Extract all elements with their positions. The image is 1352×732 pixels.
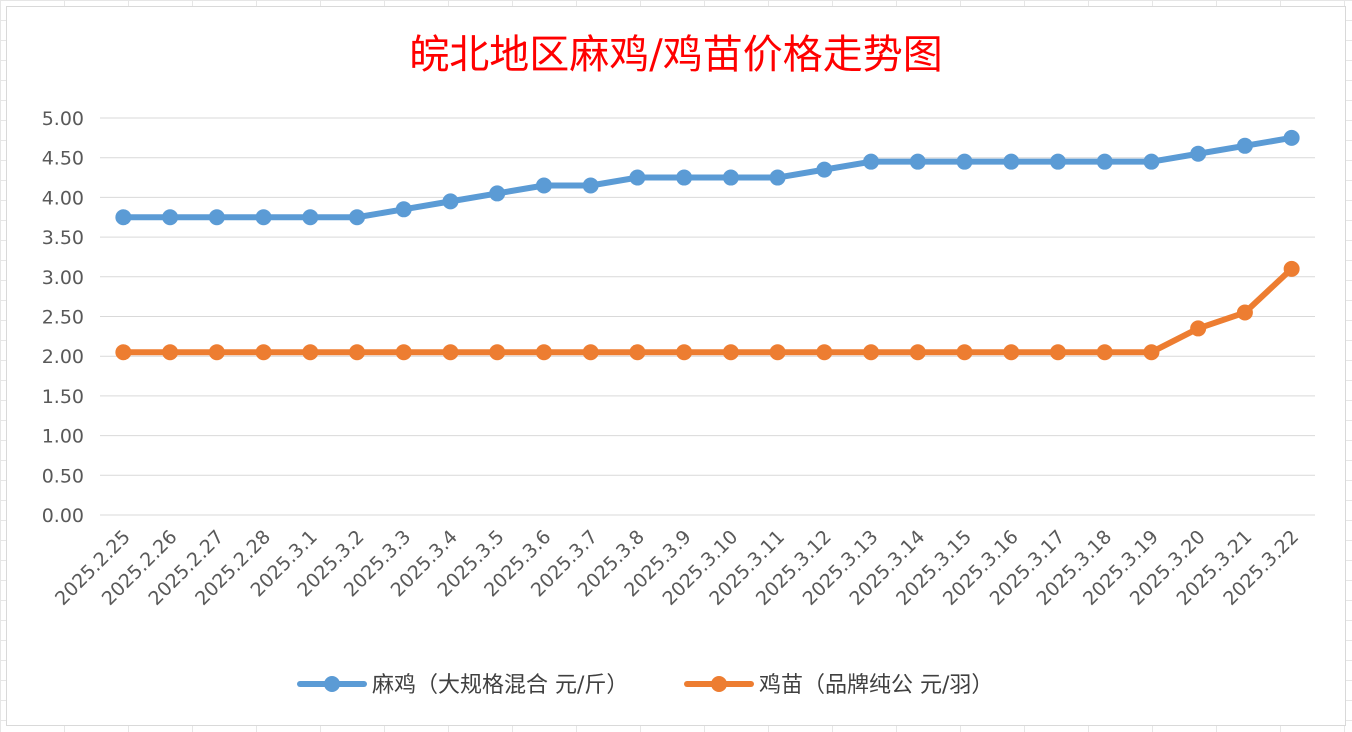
data-point: [956, 153, 973, 170]
data-point: [1096, 344, 1113, 361]
data-point: [863, 344, 880, 361]
data-point: [1190, 145, 1207, 162]
data-point: [115, 344, 132, 361]
series-line: [120, 134, 1295, 221]
legend-entry: 鸡苗（品牌纯公 元/羽）: [684, 673, 993, 698]
data-point: [1283, 260, 1300, 277]
data-point: [956, 344, 973, 361]
chart-area[interactable]: [6, 6, 1346, 726]
data-point: [208, 209, 225, 226]
data-point: [722, 169, 739, 186]
data-point: [1236, 137, 1253, 154]
data-point: [1003, 153, 1020, 170]
data-point: [1236, 304, 1253, 321]
legend-label: 麻鸡（大规格混合 元/斤）: [372, 673, 628, 698]
data-point: [162, 209, 179, 226]
data-point: [442, 344, 459, 361]
data-point: [535, 344, 552, 361]
data-point: [1143, 153, 1160, 170]
y-tick-label: 5.00: [42, 108, 84, 130]
y-tick-label: 3.00: [42, 267, 84, 289]
data-point: [302, 209, 319, 226]
data-point: [442, 193, 459, 210]
data-point: [629, 344, 646, 361]
data-point: [1049, 153, 1066, 170]
y-tick-label: 3.50: [42, 227, 84, 249]
y-tick-label: 0.00: [42, 505, 84, 527]
y-tick-label: 1.00: [42, 426, 84, 448]
data-point: [582, 177, 599, 194]
data-point: [535, 177, 552, 194]
data-point: [816, 161, 833, 178]
legend-entry: 麻鸡（大规格混合 元/斤）: [297, 673, 628, 698]
legend-swatch-marker: [324, 676, 340, 692]
data-point: [208, 344, 225, 361]
data-point: [629, 169, 646, 186]
data-point: [349, 209, 366, 226]
data-point: [909, 153, 926, 170]
data-point: [395, 344, 412, 361]
y-tick-label: 4.50: [42, 148, 84, 170]
data-point: [769, 344, 786, 361]
data-point: [255, 209, 272, 226]
data-point: [162, 344, 179, 361]
data-point: [769, 169, 786, 186]
data-point: [863, 153, 880, 170]
data-point: [1049, 344, 1066, 361]
data-point: [349, 344, 366, 361]
data-point: [676, 344, 693, 361]
data-point: [1096, 153, 1113, 170]
data-point: [909, 344, 926, 361]
chart-title: 皖北地区麻鸡/鸡苗价格走势图: [409, 32, 943, 78]
data-point: [395, 201, 412, 218]
legend: 麻鸡（大规格混合 元/斤） 鸡苗（品牌纯公 元/羽）: [297, 673, 993, 698]
y-tick-label: 2.50: [42, 307, 84, 329]
data-point: [676, 169, 693, 186]
data-point: [302, 344, 319, 361]
series: [115, 129, 1300, 361]
data-point: [115, 209, 132, 226]
data-point: [1143, 344, 1160, 361]
data-point: [582, 344, 599, 361]
series-1: [115, 129, 1300, 226]
gridlines: [100, 117, 1315, 516]
series-line: [120, 265, 1295, 356]
data-point: [489, 185, 506, 202]
data-point: [489, 344, 506, 361]
data-point: [816, 344, 833, 361]
legend-label: 鸡苗（品牌纯公 元/羽）: [759, 673, 993, 698]
y-tick-label: 1.50: [42, 386, 84, 408]
x-axis-ticks: 2025.2.252025.2.262025.2.272025.2.282025…: [51, 526, 1303, 610]
data-point: [1003, 344, 1020, 361]
series-2: [115, 260, 1300, 361]
y-tick-label: 4.00: [42, 187, 84, 209]
y-tick-label: 0.50: [42, 465, 84, 487]
y-tick-label: 2.00: [42, 346, 84, 368]
data-point: [1283, 129, 1300, 146]
data-point: [255, 344, 272, 361]
y-axis-ticks: 0.00 0.50 1.00 1.50 2.00 2.50 3.00 3.50 4.00 4.50…: [42, 108, 84, 527]
legend-swatch-marker: [711, 676, 727, 692]
data-point: [1190, 320, 1207, 337]
data-point: [722, 344, 739, 361]
